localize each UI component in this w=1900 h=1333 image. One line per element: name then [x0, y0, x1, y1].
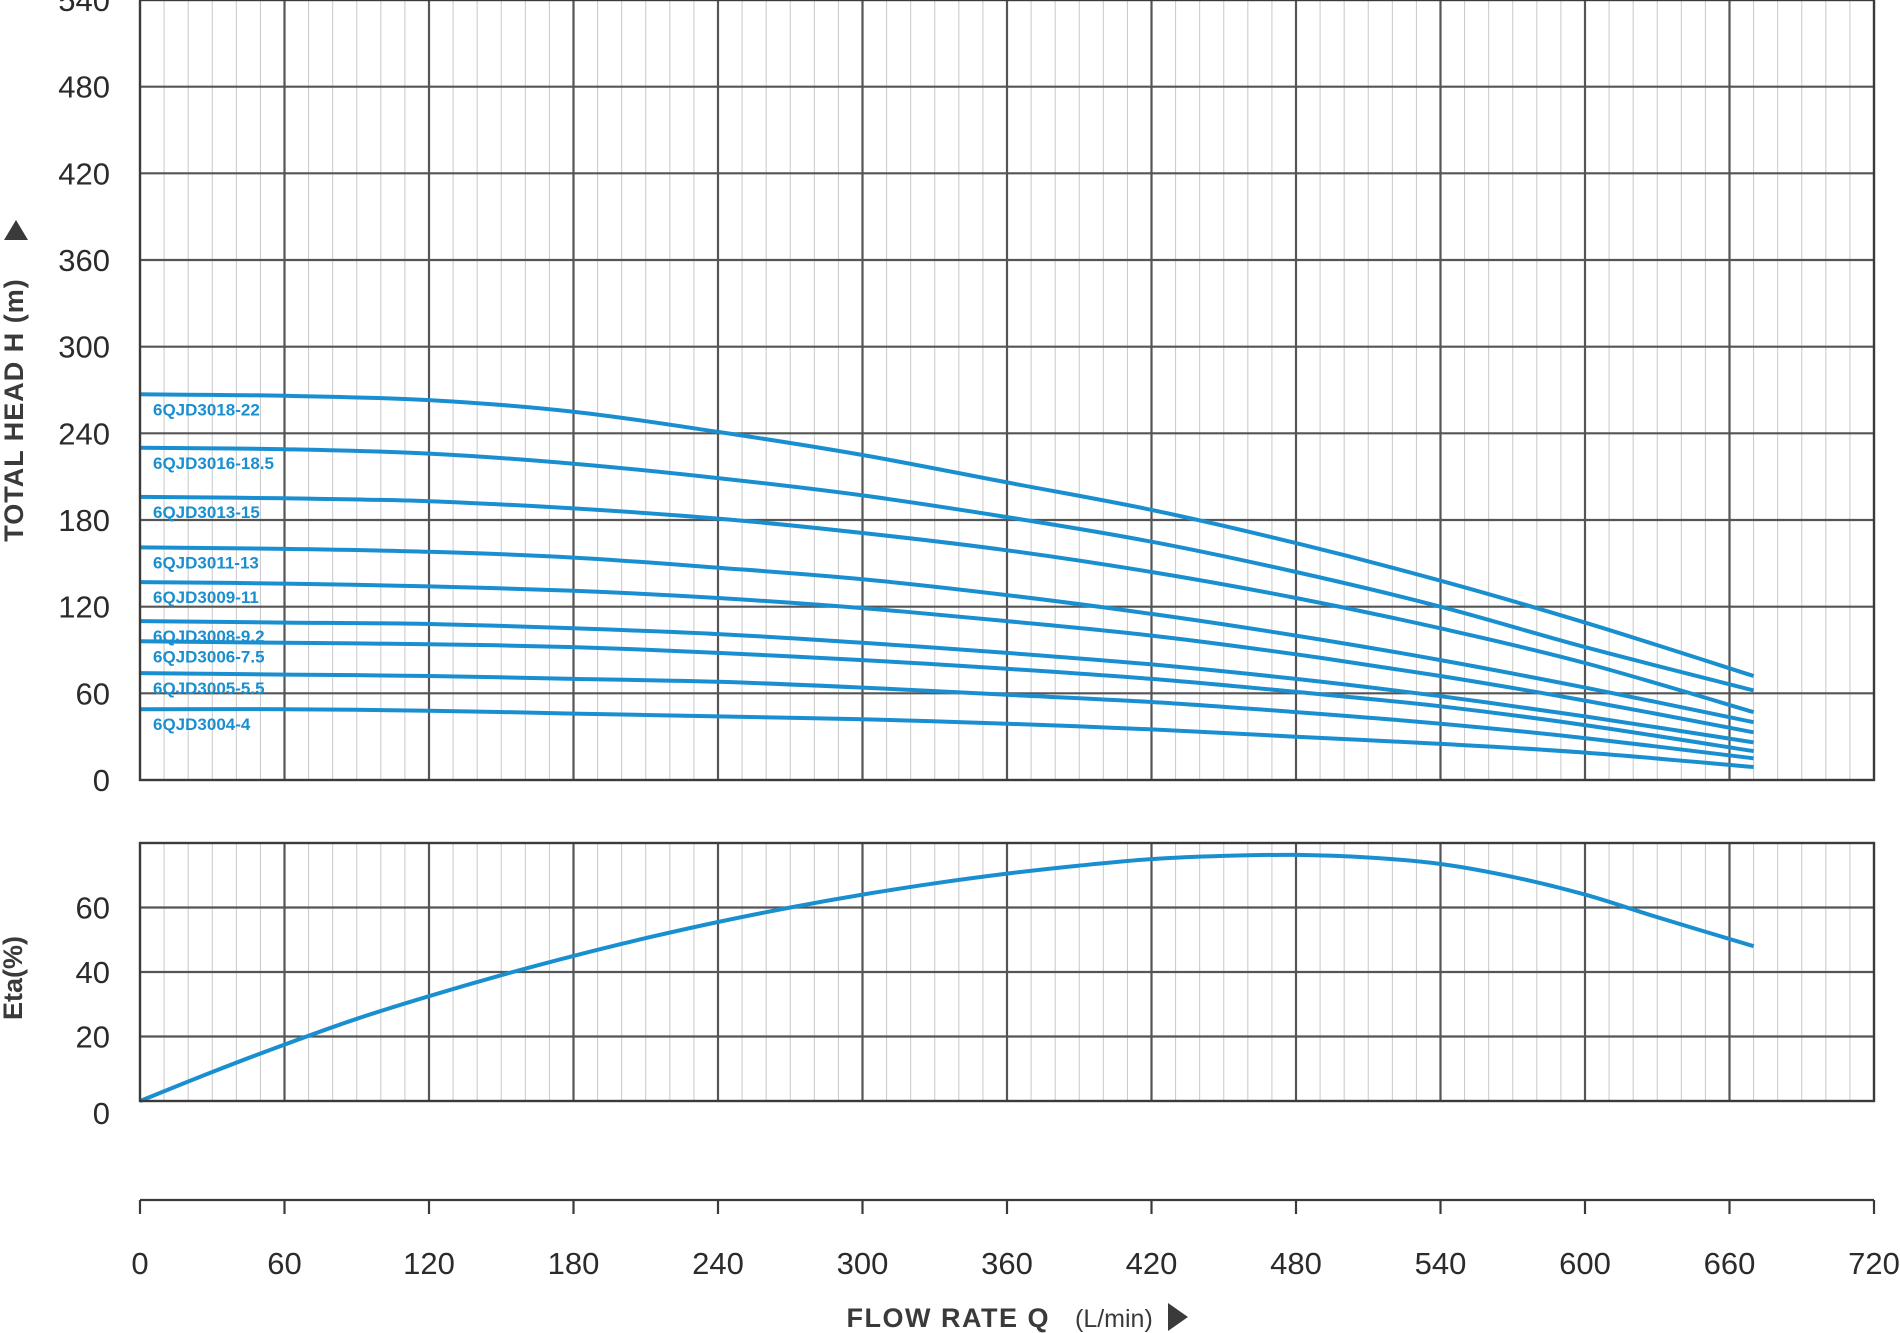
head-y-tick-label: 360: [58, 243, 110, 278]
x-tick-label: 300: [837, 1246, 889, 1281]
flow-rate-axis: 0 60 120 180 240 300 360 420 480 540 600 660 720 FLO…: [131, 1198, 1900, 1333]
head-curve-label: 6QJD3016-18.5: [153, 454, 274, 473]
head-curve: [139, 619, 1754, 745]
head-y-tick-label: 240: [58, 416, 110, 451]
x-axis-ticks: [138, 1200, 1876, 1214]
x-tick-label: 660: [1704, 1246, 1756, 1281]
x-tick-label: 420: [1126, 1246, 1178, 1281]
x-tick-label: 540: [1415, 1246, 1467, 1281]
head-plot-frame: [138, 0, 1876, 782]
eta-plot-frame: [138, 841, 1876, 1103]
x-tick-label: 0: [131, 1246, 148, 1281]
head-y-tick-label: 300: [58, 330, 110, 365]
head-curve-labels: 6QJD3018-22 6QJD3016-18.5 6QJD3013-15 6QJD3…: [153, 400, 274, 734]
head-y-tick-label: 480: [58, 70, 110, 105]
head-axis-arrow-icon: [4, 220, 28, 240]
x-axis-arrow-icon: [1168, 1303, 1188, 1331]
head-curve-label: 6QJD3018-22: [153, 400, 260, 419]
x-axis-unit: (L/min): [1075, 1305, 1153, 1333]
head-curve: [139, 445, 1755, 693]
x-tick-label: 120: [403, 1246, 455, 1281]
head-curve: [139, 671, 1754, 761]
head-curves: [139, 392, 1755, 769]
head-curve: [139, 545, 1755, 725]
head-curve: [139, 392, 1755, 678]
head-y-tick-label: 60: [76, 676, 110, 711]
x-tick-label: 180: [548, 1246, 600, 1281]
eta-grid: [140, 843, 1874, 1101]
head-y-tick-label: 180: [58, 503, 110, 538]
head-y-tick-labels: 0 60 120 180 240 300 360 420 480 540: [58, 0, 110, 798]
head-y-tick-label: 540: [58, 0, 110, 18]
head-curve-label: 6QJD3005-5.5: [153, 679, 265, 698]
head-curve-label: 6QJD3011-13: [153, 553, 259, 572]
head-curve-label: 6QJD3013-15: [153, 503, 260, 522]
head-curve-label: 6QJD3008-9.2: [153, 627, 265, 646]
head-curve-label: 6QJD3004-4: [153, 715, 251, 734]
x-tick-label: 360: [981, 1246, 1033, 1281]
eta-y-axis-label: Eta(%): [0, 936, 28, 1020]
efficiency-chart-panel: 0 20 40 60 Eta(%): [0, 841, 1876, 1132]
efficiency-curve: [139, 852, 1755, 1103]
x-tick-label: 600: [1559, 1246, 1611, 1281]
head-y-axis-label: TOTAL HEAD H (m): [0, 278, 29, 542]
head-curve-label: 6QJD3009-11: [153, 588, 259, 607]
x-tick-label: 480: [1270, 1246, 1322, 1281]
head-curve-label: 6QJD3006-7.5: [153, 647, 265, 666]
head-y-tick-label: 420: [58, 156, 110, 191]
x-tick-label: 60: [267, 1246, 301, 1281]
eta-y-tick-label: 60: [76, 891, 110, 926]
head-curve: [139, 639, 1754, 754]
head-chart-panel: 6QJD3018-22 6QJD3016-18.5 6QJD3013-15 6QJD3…: [0, 0, 1876, 798]
x-tick-labels: 0 60 120 180 240 300 360 420 480 540 600 660 720: [131, 1246, 1899, 1281]
eta-y-tick-labels: 0 20 40 60: [76, 891, 110, 1132]
head-curve: [139, 707, 1754, 769]
x-axis-label: FLOW RATE Q: [847, 1303, 1050, 1333]
eta-y-tick-label: 20: [76, 1020, 110, 1055]
x-tick-label: 720: [1848, 1246, 1900, 1281]
head-y-tick-label: 0: [93, 763, 110, 798]
x-tick-label: 240: [692, 1246, 744, 1281]
eta-y-tick-label: 40: [76, 955, 110, 990]
eta-y-tick-label: 0: [93, 1096, 110, 1131]
eta-curves: [139, 852, 1755, 1103]
head-curve: [139, 494, 1755, 715]
head-curve: [139, 580, 1754, 735]
head-grid: [140, 0, 1874, 780]
head-y-tick-label: 120: [58, 590, 110, 625]
